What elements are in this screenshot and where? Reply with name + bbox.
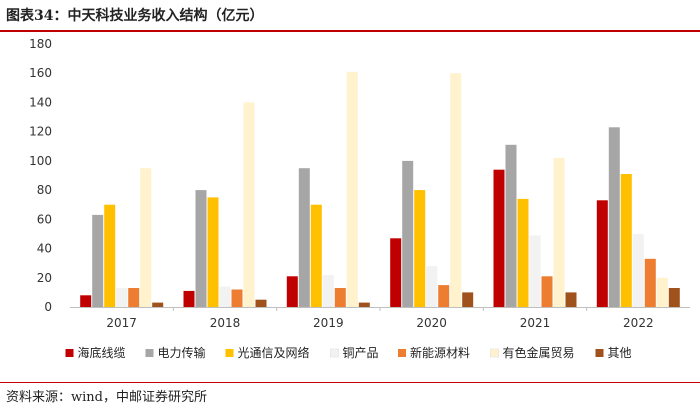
bar (346, 71, 358, 307)
bar (80, 295, 92, 307)
legend-label: 其他 (608, 346, 632, 360)
x-tick-label: 2017 (106, 316, 137, 330)
bar (286, 276, 298, 307)
legend-item: 新能源材料 (398, 345, 470, 360)
legend-label: 铜产品 (343, 345, 379, 360)
legend-item: 光通信及网络 (225, 345, 310, 360)
legend-item: 海底线缆 (65, 345, 126, 360)
legend-swatch (145, 349, 154, 357)
legend-swatch (398, 349, 406, 357)
legend-swatch (65, 349, 74, 357)
bar (334, 288, 346, 307)
bar (529, 235, 541, 307)
legend-label: 电力传输 (158, 345, 206, 360)
legend-label: 新能源材料 (410, 345, 470, 360)
y-tick-label: 160 (29, 66, 52, 80)
bar (608, 127, 620, 307)
legend-swatch (330, 348, 339, 358)
y-tick-label: 140 (29, 95, 52, 109)
x-tick-label: 2021 (520, 316, 551, 330)
bar (298, 168, 310, 307)
x-tick-label: 2022 (623, 316, 654, 330)
legend-item: 其他 (595, 346, 632, 360)
bar (620, 174, 632, 307)
bar (644, 258, 656, 307)
source-note: 资料来源：wind，中邮证券研究所 (6, 390, 207, 405)
source-divider (0, 382, 700, 383)
legend-swatch (595, 349, 604, 357)
legend-item: 有色金属贸易 (490, 345, 575, 360)
y-tick-label: 80 (37, 183, 52, 197)
y-tick-label: 20 (37, 271, 52, 285)
y-tick-label: 100 (29, 154, 52, 168)
legend-label: 有色金属贸易 (503, 345, 575, 360)
title-underline (0, 30, 700, 32)
bar (553, 158, 565, 307)
x-tick-label: 2020 (416, 316, 447, 330)
legend-label: 光通信及网络 (238, 345, 310, 360)
y-tick-label: 60 (37, 212, 52, 226)
bar (358, 302, 370, 307)
bar (255, 299, 267, 307)
bar (310, 204, 322, 307)
bar (231, 289, 243, 307)
bar (656, 277, 668, 307)
bar-chart: 0 20 40 60 80 100 120 140 160 180 2017 2018 2019 2020… (29, 37, 690, 360)
bar (128, 288, 140, 307)
bar (152, 302, 164, 307)
y-tick-label: 40 (37, 242, 52, 256)
bar (450, 73, 462, 307)
legend-swatch (225, 349, 234, 357)
bar (462, 292, 474, 307)
bar (183, 290, 195, 307)
bar (565, 292, 577, 307)
bar (104, 204, 116, 307)
bar (322, 274, 334, 307)
bar (668, 288, 680, 307)
bar (632, 233, 644, 307)
x-tick-label: 2018 (210, 316, 241, 330)
chart-title: 图表34：中天科技业务收入结构（亿元） (6, 8, 264, 24)
bar (243, 102, 255, 308)
y-tick-label: 180 (29, 37, 52, 51)
bar (207, 197, 219, 307)
bar (195, 190, 207, 307)
bar (116, 288, 128, 307)
bar (493, 169, 505, 307)
y-tick-label: 0 (44, 300, 52, 314)
legend-swatch (490, 348, 499, 358)
bar (219, 286, 231, 307)
bar (596, 200, 608, 307)
bar (505, 144, 517, 307)
bar (390, 238, 402, 307)
legend-item: 铜产品 (330, 345, 379, 360)
bar (402, 160, 414, 307)
bar (541, 276, 553, 307)
bar (517, 198, 529, 307)
bar (140, 168, 152, 307)
bar (414, 190, 426, 307)
legend-item: 电力传输 (145, 345, 206, 360)
legend-label: 海底线缆 (78, 345, 126, 360)
bar (92, 214, 104, 307)
x-tick-label: 2019 (313, 316, 344, 330)
y-tick-label: 120 (29, 125, 52, 139)
bar (426, 266, 438, 307)
bar (438, 285, 450, 307)
